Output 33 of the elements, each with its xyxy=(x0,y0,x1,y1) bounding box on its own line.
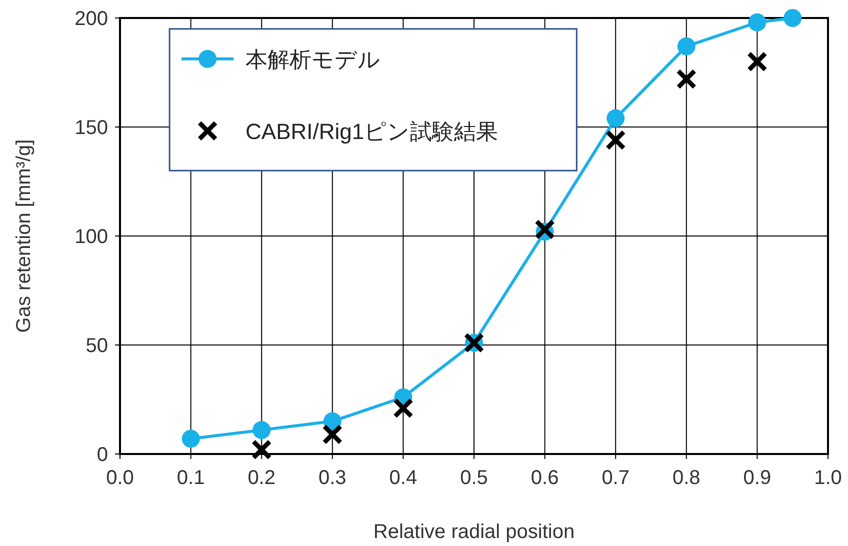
point xyxy=(746,51,768,72)
point xyxy=(605,130,626,150)
point xyxy=(677,37,696,56)
y-tick-label: 100 xyxy=(74,226,108,248)
legend-label: CABRI/Rig1ピン試験結果 xyxy=(246,118,498,144)
point xyxy=(252,421,271,440)
point xyxy=(322,424,343,445)
point xyxy=(676,68,697,90)
point xyxy=(182,430,200,448)
point xyxy=(606,109,625,128)
point xyxy=(534,219,556,240)
x-tick-label: 0.4 xyxy=(389,467,418,489)
point xyxy=(251,439,272,460)
x-tick-label: 0.3 xyxy=(318,467,346,489)
legend-label: 本解析モデル xyxy=(246,46,381,72)
x-tick-label: 0.7 xyxy=(602,467,630,489)
y-tick-label: 0 xyxy=(96,444,108,466)
point xyxy=(392,398,414,418)
y-tick-label: 50 xyxy=(86,335,108,357)
x-tick-label: 0.6 xyxy=(530,467,559,489)
y-tick-label: 150 xyxy=(74,117,108,139)
x-tick-label: 0.8 xyxy=(672,467,700,489)
x-tick-label: 1.0 xyxy=(814,467,842,489)
x-tick-label: 0.2 xyxy=(248,467,276,489)
x-tick-label: 0.9 xyxy=(743,467,772,489)
x-tick-label: 0.1 xyxy=(176,467,205,489)
x-tick-label: 0.5 xyxy=(460,467,488,489)
y-tick-label: 200 xyxy=(74,8,108,30)
y-axis-title: Gas retention [mm³/g] xyxy=(13,139,35,333)
x-axis-title: Relative radial position xyxy=(373,521,575,543)
point xyxy=(784,9,802,27)
x-tick-label: 0.0 xyxy=(106,467,134,489)
point xyxy=(748,13,766,32)
